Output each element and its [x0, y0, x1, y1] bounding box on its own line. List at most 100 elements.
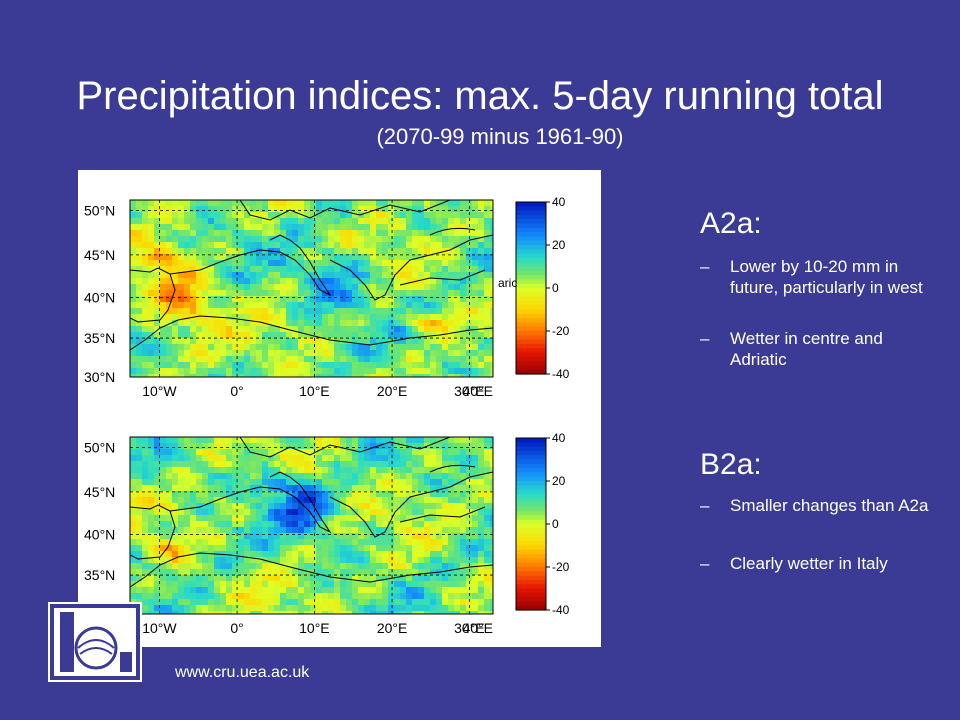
- colorbar-step: [516, 262, 546, 268]
- colorbar-step: [516, 545, 546, 551]
- x-tick-label: 10°W: [142, 620, 177, 636]
- colorbar-step: [516, 343, 546, 349]
- colorbar-tick-label: -20: [552, 324, 570, 338]
- y-tick-label: 35°N: [84, 330, 115, 346]
- bullet-dash: –: [700, 554, 710, 573]
- a2a-bullet-2: – Wetter in centre and Adriatic: [700, 328, 940, 370]
- colorbar-step: [516, 249, 546, 255]
- colorbar-step: [516, 442, 546, 448]
- colorbar-step: [516, 245, 546, 250]
- x-tick-label: 30°E: [454, 383, 485, 399]
- x-tick-label: 40°E: [462, 383, 493, 399]
- colorbar-step: [516, 502, 546, 508]
- colorbar-step: [516, 275, 546, 280]
- colorbar-tick-label: 20: [552, 238, 566, 252]
- colorbar-step: [516, 240, 546, 246]
- colorbar-step: [516, 288, 546, 293]
- coastline: [130, 267, 176, 323]
- map-frame: [129, 436, 494, 615]
- colorbar-step: [516, 532, 546, 538]
- colorbar-step: [516, 270, 546, 276]
- stray-label: aric: [498, 276, 517, 290]
- colorbar-tick-label: 0: [552, 281, 559, 295]
- b2a-bullet-1: – Smaller changes than A2a: [700, 495, 940, 516]
- a2a-bullet-text: Wetter in centre and Adriatic: [730, 329, 883, 369]
- x-tick-label: 30°E: [454, 620, 485, 636]
- colorbar-step: [516, 206, 546, 212]
- colorbar-step: [516, 283, 546, 289]
- x-tick-label: 10°E: [299, 383, 330, 399]
- coastline: [130, 504, 176, 560]
- y-tick-label: 30°N: [84, 369, 115, 385]
- a2a-bullet-1: – Lower by 10-20 mm in future, particula…: [700, 256, 940, 298]
- b2a-bullet-text: Smaller changes than A2a: [730, 496, 929, 515]
- bullet-dash: –: [700, 329, 710, 348]
- coastline: [429, 464, 476, 473]
- x-tick-label: 0°: [230, 620, 243, 636]
- x-tick-label: 0°: [230, 383, 243, 399]
- colorbar-step: [516, 296, 546, 302]
- y-tick-label: 45°N: [84, 247, 115, 263]
- colorbar-step: [516, 459, 546, 465]
- colorbar-step: [516, 305, 546, 311]
- colorbar-step: [516, 356, 546, 362]
- map-frame: [129, 199, 494, 378]
- coastline: [239, 200, 451, 221]
- coastline: [429, 227, 476, 236]
- b2a-bullet-text: Clearly wetter in Italy: [730, 554, 888, 573]
- coastline: [239, 437, 451, 458]
- coastline: [130, 552, 493, 588]
- colorbar-step: [516, 326, 546, 332]
- colorbar-tick-label: 40: [552, 431, 566, 445]
- coastline: [130, 315, 493, 351]
- b2a-bullet-2: – Clearly wetter in Italy: [700, 553, 940, 574]
- colorbar-step: [516, 592, 546, 598]
- colorbar-step: [516, 214, 546, 220]
- colorbar-step: [516, 309, 546, 315]
- colorbar-step: [516, 463, 546, 469]
- cru-logo-icon: [48, 602, 142, 682]
- colorbar-step: [516, 266, 546, 272]
- x-tick-label: 10°W: [142, 383, 177, 399]
- y-tick-label: 45°N: [84, 484, 115, 500]
- colorbar-step: [516, 485, 546, 491]
- colorbar-step: [516, 335, 546, 341]
- colorbar-tick-label: -20: [552, 560, 570, 574]
- colorbar-step: [516, 493, 546, 499]
- colorbar-step: [516, 236, 546, 242]
- coastline: [399, 506, 486, 523]
- colorbar-step: [516, 223, 546, 229]
- colorbar-step: [516, 528, 546, 534]
- colorbar-step: [516, 605, 546, 611]
- y-tick-label: 40°N: [84, 526, 115, 542]
- colorbar-step: [516, 318, 546, 323]
- x-tick-label: 20°E: [377, 383, 408, 399]
- colorbar-step: [516, 567, 546, 572]
- colorbar-step: [516, 202, 546, 207]
- colorbar-step: [516, 322, 546, 328]
- colorbar-tick-label: -40: [552, 603, 570, 617]
- y-tick-label: 50°N: [84, 203, 115, 219]
- colorbar-step: [516, 292, 546, 298]
- y-tick-label: 40°N: [84, 289, 115, 305]
- colorbar-step: [516, 489, 546, 495]
- colorbar-step: [516, 579, 546, 585]
- colorbar-step: [516, 511, 546, 516]
- colorbar-step: [516, 219, 546, 225]
- slide-title: Precipitation indices: max. 5-day runnin…: [76, 74, 884, 118]
- colorbar-step: [516, 253, 546, 259]
- colorbar-step: [516, 498, 546, 504]
- colorbar-step: [516, 352, 546, 358]
- colorbar-step: [516, 279, 546, 285]
- colorbar-step: [516, 597, 546, 602]
- colorbar-step: [516, 331, 546, 336]
- colorbar-step: [516, 369, 546, 375]
- heatmap-field: [130, 200, 493, 377]
- colorbar-tick-label: 0: [552, 517, 559, 531]
- colorbar-step: [516, 575, 546, 581]
- footer-url[interactable]: www.cru.uea.ac.uk: [175, 664, 310, 681]
- map-figure: 50°N 45°N 40°N 35°N 30°N 10°W 0° 10°E 20°E 30°E 40…: [78, 170, 601, 647]
- colorbar-tick-label: -40: [552, 367, 570, 381]
- colorbar-step: [516, 536, 546, 542]
- a2a-heading: A2a:: [700, 207, 762, 240]
